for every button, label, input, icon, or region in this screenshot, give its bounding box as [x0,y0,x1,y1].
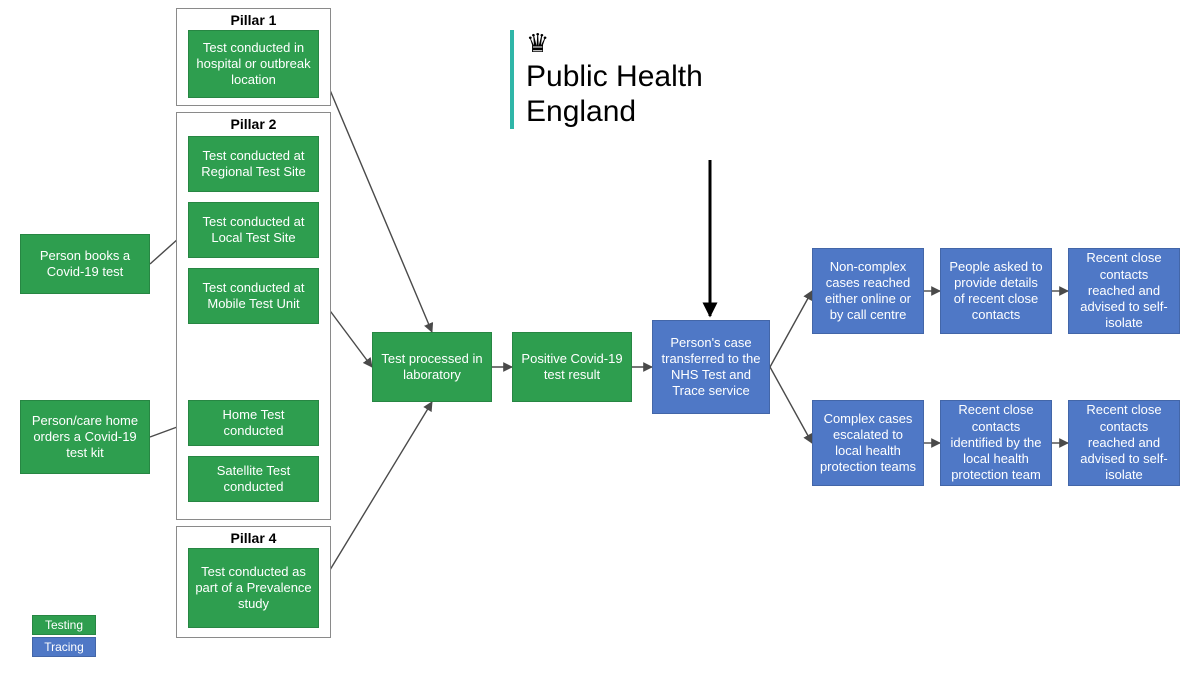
node-order: Person/care home orders a Covid-19 test … [20,400,150,474]
node-p2b: Test conducted at Local Test Site [188,202,319,258]
node-c1: Complex cases escalated to local health … [812,400,924,486]
crest-icon: ♛ [526,30,703,56]
pillar2-title: Pillar 2 [177,116,330,132]
phe-heading: ♛ Public Health England [510,30,703,129]
node-p2e: Satellite Test conducted [188,456,319,502]
node-transfer: Person's case transferred to the NHS Tes… [652,320,770,414]
flowchart-canvas: ♛ Public Health England TestingTracing P… [0,0,1200,680]
edge-transfer-nc1 [770,291,812,367]
phe-line1: Public Health [526,60,703,95]
node-p1a: Test conducted in hospital or outbreak l… [188,30,319,98]
phe-title-block: ♛ Public Health England [526,30,703,129]
edge-transfer-c1 [770,367,812,443]
edge-p4a-lab [319,402,432,588]
node-c3: Recent close contacts reached and advise… [1068,400,1180,486]
node-positive: Positive Covid-19 test result [512,332,632,402]
node-book: Person books a Covid-19 test [20,234,150,294]
legend-item-testing: Testing [32,615,96,635]
node-nc2: People asked to provide details of recen… [940,248,1052,334]
phe-accent-bar [510,30,514,129]
legend-item-tracing: Tracing [32,637,96,657]
phe-line2: England [526,95,703,130]
node-p2d: Home Test conducted [188,400,319,446]
node-p4a: Test conducted as part of a Prevalence s… [188,548,319,628]
node-c2: Recent close contacts identified by the … [940,400,1052,486]
pillar1-title: Pillar 1 [177,12,330,28]
node-p2c: Test conducted at Mobile Test Unit [188,268,319,324]
legend: TestingTracing [32,615,96,659]
legend-swatch: Tracing [32,637,96,657]
node-nc1: Non-complex cases reached either online … [812,248,924,334]
node-nc3: Recent close contacts reached and advise… [1068,248,1180,334]
node-p2a: Test conducted at Regional Test Site [188,136,319,192]
legend-swatch: Testing [32,615,96,635]
pillar4-title: Pillar 4 [177,530,330,546]
edge-p1a-lab [319,64,432,332]
node-lab: Test processed in laboratory [372,332,492,402]
